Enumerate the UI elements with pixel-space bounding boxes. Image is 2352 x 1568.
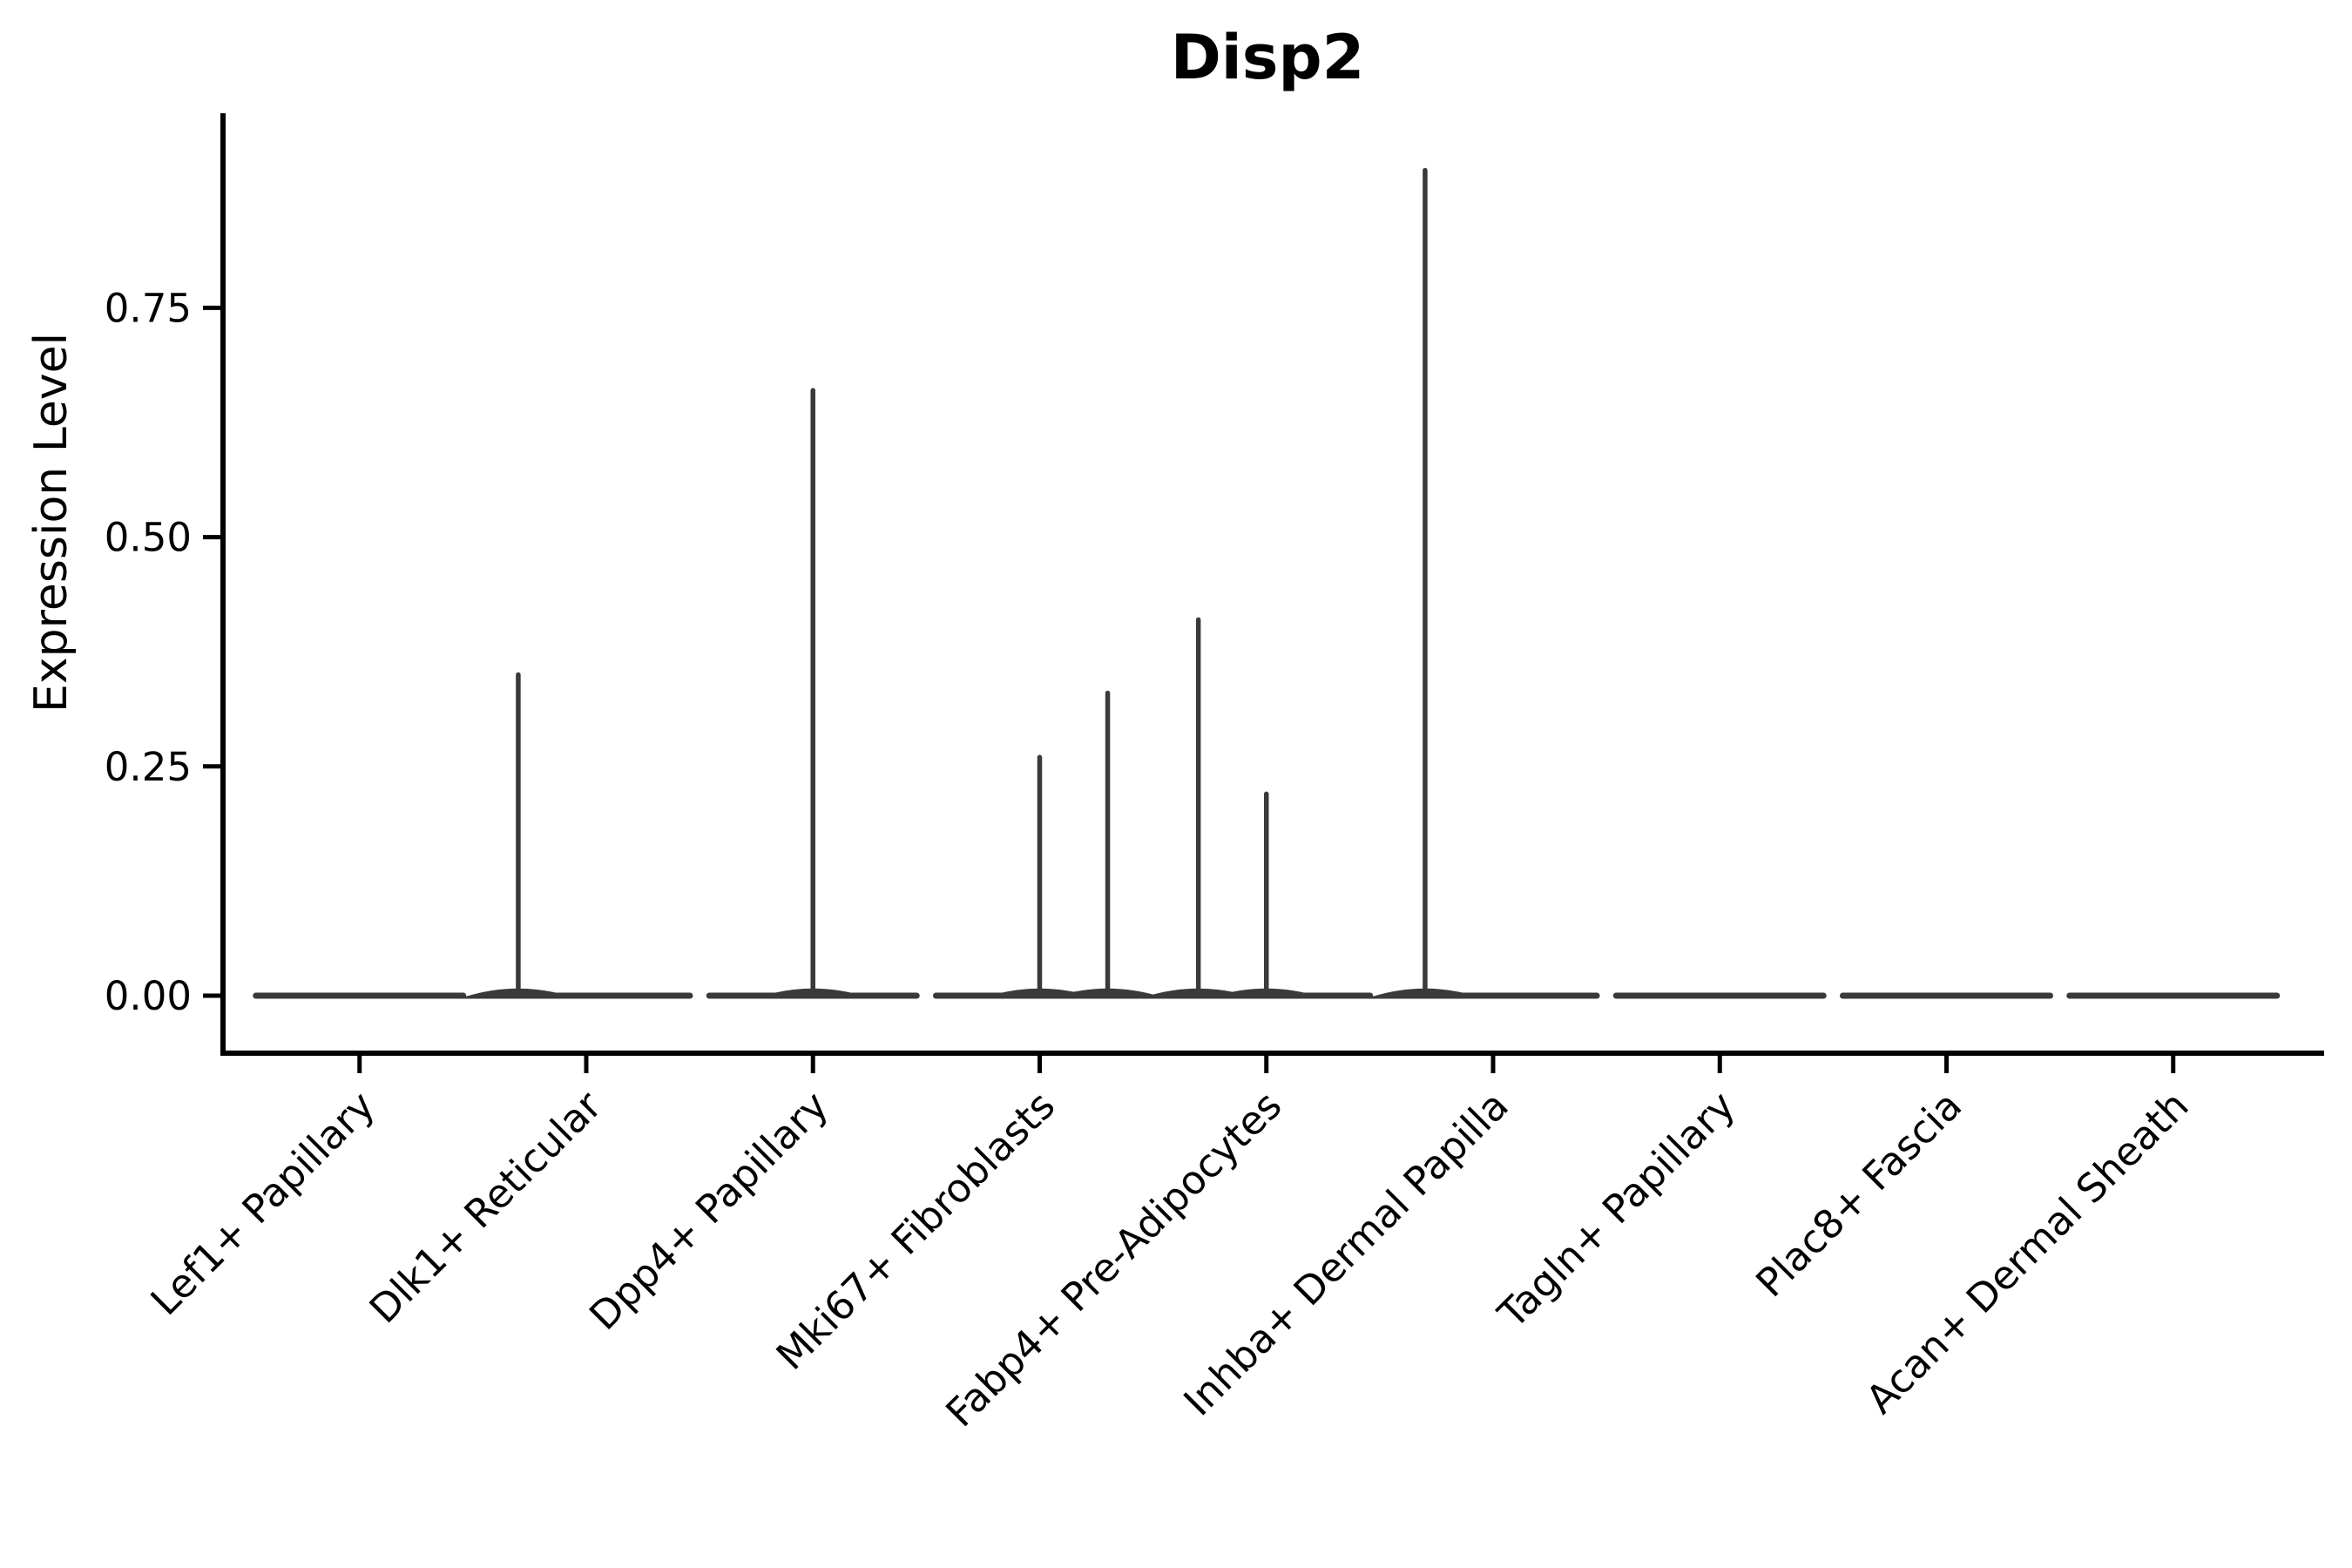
y-axis-label: Expression Level bbox=[25, 333, 78, 713]
x-tick-label: Lef1+ Papillary bbox=[142, 1082, 384, 1324]
x-tick-label: Dpp4+ Papillary bbox=[580, 1082, 837, 1339]
chart-title: Disp2 bbox=[1171, 22, 1365, 93]
x-tick-label: Plac8+ Fascia bbox=[1747, 1082, 1970, 1306]
y-tick-label: 0.00 bbox=[105, 973, 192, 1019]
y-tick-label: 0.25 bbox=[105, 744, 192, 790]
x-tick-label: Tagln+ Papillary bbox=[1489, 1082, 1744, 1337]
y-tick-label: 0.75 bbox=[105, 285, 192, 331]
x-tick-label: Dlk1+ Reticular bbox=[361, 1082, 611, 1332]
y-tick-label: 0.50 bbox=[105, 515, 192, 561]
